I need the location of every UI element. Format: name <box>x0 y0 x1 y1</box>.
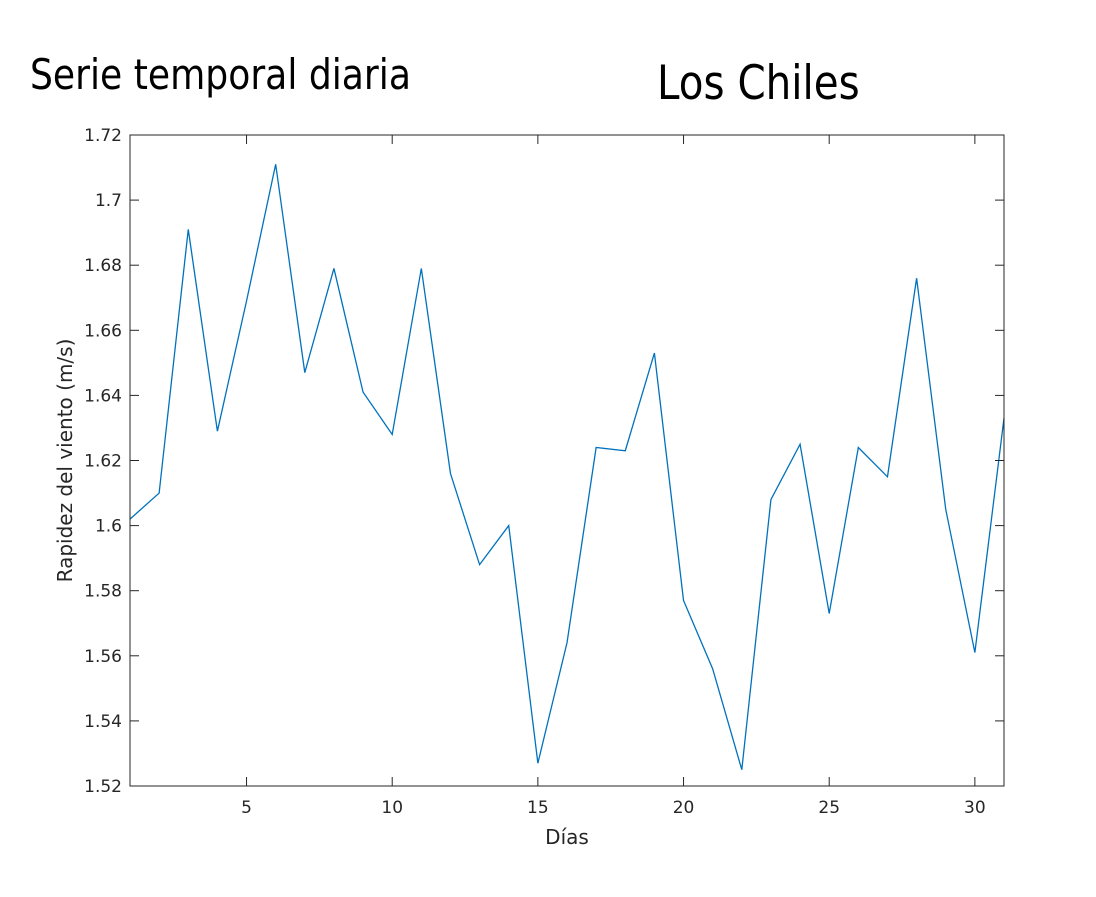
y-tick-label: 1.7 <box>95 191 122 211</box>
y-tick-label: 1.54 <box>84 712 122 732</box>
x-tick-label: 10 <box>381 798 403 818</box>
plot-area <box>130 135 1004 786</box>
chart-subtitle: Los Chiles <box>657 56 860 111</box>
y-tick-label: 1.64 <box>84 386 122 406</box>
x-axis-label: Días <box>545 825 589 849</box>
y-tick-label: 1.56 <box>84 647 122 667</box>
plot-background <box>130 135 1004 786</box>
axes-layer: 1.52 1.54 1.56 1.58 1.6 1.62 1.64 1.66 1.68 1.7 1.… <box>84 126 1005 818</box>
y-tick-label: 1.68 <box>84 256 122 276</box>
y-tick-label: 1.52 <box>84 777 122 797</box>
chart-title: Serie temporal diaria <box>30 50 411 99</box>
x-tick-label: 5 <box>241 798 252 818</box>
x-tick-label: 20 <box>673 798 695 818</box>
x-tick-label: 15 <box>527 798 549 818</box>
y-tick-label: 1.62 <box>84 452 122 472</box>
y-tick-label: 1.66 <box>84 321 122 341</box>
x-tick-label: 30 <box>964 798 986 818</box>
y-tick-label: 1.58 <box>84 582 122 602</box>
y-tick-label: 1.72 <box>84 126 122 146</box>
y-axis-label: Rapidez del viento (m/s) <box>53 339 77 583</box>
x-tick-label: 25 <box>818 798 840 818</box>
y-tick-label: 1.6 <box>95 517 122 537</box>
